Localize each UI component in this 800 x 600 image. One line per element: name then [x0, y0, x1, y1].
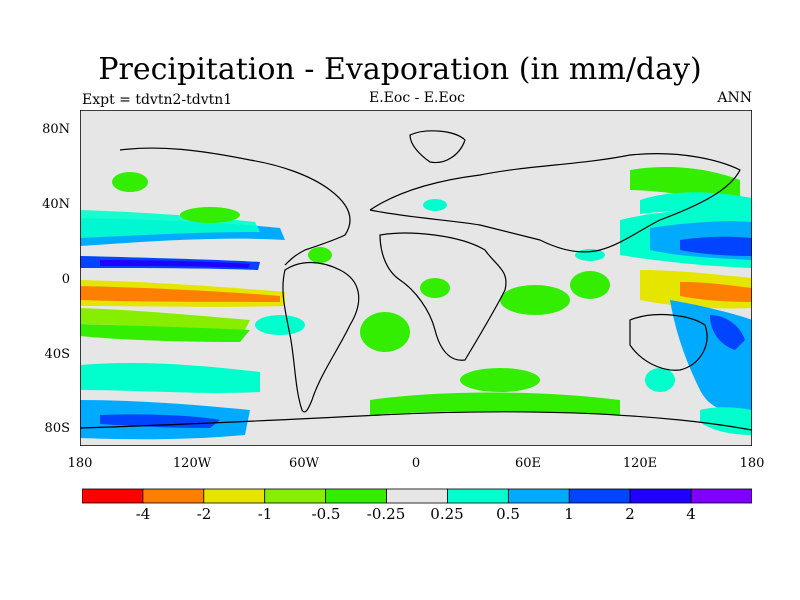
- map-plot: [80, 110, 752, 446]
- x-tick-60w: 60W: [289, 456, 319, 471]
- pacific-itcz-bands: [80, 210, 285, 342]
- colorbar-swatch: [386, 488, 448, 504]
- colorbar-swatch: [629, 488, 692, 504]
- colorbar-swatch: [568, 488, 631, 504]
- south-america-coast: [282, 261, 360, 413]
- colorbar-swatch: [507, 488, 570, 504]
- africa-coast: [379, 232, 507, 361]
- experiment-label: Expt = tdvtn2-tdvtn1: [82, 92, 233, 108]
- plot-title: Precipitation - Evaporation (in mm/day): [98, 52, 702, 87]
- colorbar-swatch: [142, 488, 205, 504]
- colorbar-swatch: [447, 488, 509, 504]
- colorbar-label: -0.25: [366, 505, 406, 523]
- colorbar-label: 2: [625, 505, 635, 523]
- x-tick-0: 0: [411, 456, 421, 471]
- antarctica-coast: [80, 411, 752, 431]
- colorbar-label: 0.25: [430, 505, 464, 523]
- colorbar-swatch: [690, 488, 752, 504]
- colorbar-label: 0.5: [496, 505, 520, 523]
- north-america-coast: [119, 147, 351, 266]
- case-label: E.Eoc - E.Eoc: [369, 90, 465, 106]
- colorbar-label: -0.5: [311, 505, 341, 523]
- x-tick-180e: 180: [739, 456, 765, 471]
- colorbar-label: -4: [135, 505, 151, 523]
- greenland-coast: [409, 130, 466, 164]
- coastlines: [80, 130, 752, 431]
- colorbar-label: -2: [196, 505, 212, 523]
- y-tick-40n: 40N: [42, 197, 70, 212]
- y-tick-40s: 40S: [44, 347, 70, 362]
- x-tick-120e: 120E: [622, 456, 658, 471]
- colorbar: [82, 488, 752, 504]
- colorbar-swatch: [203, 488, 266, 504]
- x-tick-120w: 120W: [172, 456, 212, 471]
- southern-ocean-bands: [80, 362, 752, 440]
- y-tick-0: 0: [61, 272, 70, 287]
- season-label: ANN: [717, 90, 752, 106]
- colorbar-label: 1: [564, 505, 574, 523]
- colorbar-swatch: [264, 488, 327, 504]
- scattered-cyan-patches: [255, 199, 675, 392]
- scattered-patches: [112, 172, 610, 392]
- x-tick-180w: 180: [67, 456, 93, 471]
- colorbar-swatch: [82, 488, 144, 504]
- x-tick-60e: 60E: [514, 456, 542, 471]
- colorbar-label: 4: [686, 505, 696, 523]
- eurasia-coast: [369, 153, 741, 253]
- y-tick-80n: 80N: [42, 122, 70, 137]
- y-tick-80s: 80S: [44, 421, 70, 436]
- colorbar-swatch: [325, 488, 387, 504]
- australia-coast: [629, 314, 708, 371]
- colorbar-label: -1: [257, 505, 273, 523]
- west-pacific-bands: [620, 167, 752, 412]
